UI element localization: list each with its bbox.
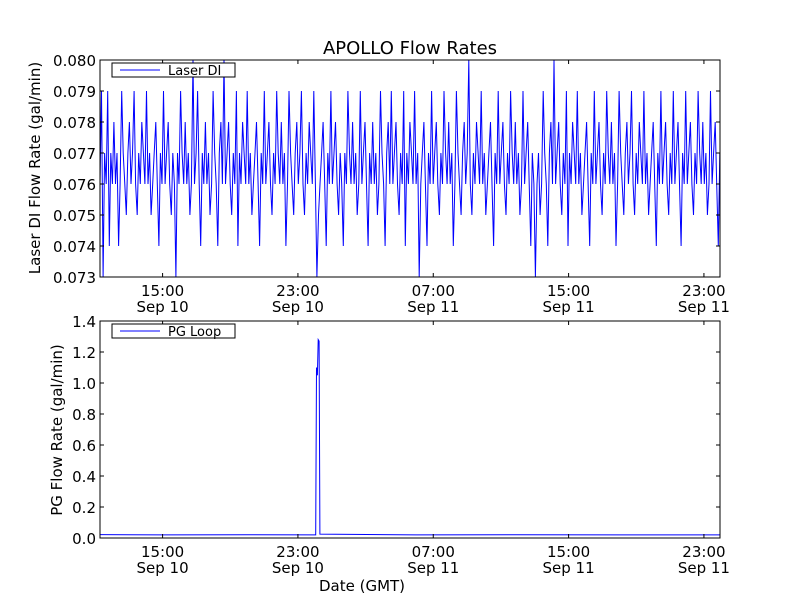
bottom-legend-box <box>111 323 236 339</box>
top-y-axis-label: Laser DI Flow Rate (gal/min) <box>26 62 44 274</box>
bottom-y-tick-label: 0.6 <box>72 437 96 455</box>
top-y-tick-label: 0.075 <box>53 207 96 225</box>
bottom-legend: PG Loop <box>111 323 236 340</box>
bottom-y-axis-label: PG Flow Rate (gal/min) <box>48 344 66 516</box>
top-y-tick-label: 0.073 <box>53 269 96 287</box>
top-x-tick-label-date: Sep 11 <box>543 298 595 316</box>
bottom-x-tick-label-time: 15:00 <box>141 543 184 561</box>
top-x-tick-label-time: 23:00 <box>682 282 725 300</box>
top-legend: Laser DI <box>111 62 236 79</box>
bottom-y-tick-label: 0.4 <box>72 468 96 486</box>
top-y-tick-label: 0.080 <box>53 52 96 70</box>
x-axis-label: Date (GMT) <box>319 577 405 595</box>
bottom-y-tick-label: 1.4 <box>72 313 96 331</box>
bottom-x-tick-label-time: 23:00 <box>276 543 319 561</box>
bottom-x-tick-label-date: Sep 11 <box>678 559 730 577</box>
bottom-x-tick-label-time: 15:00 <box>547 543 590 561</box>
bottom-y-tick-label: 1.0 <box>72 375 96 393</box>
bottom-series-line <box>100 337 720 536</box>
bottom-y-tick-label: 0.8 <box>72 406 96 424</box>
top-x-tick-label-date: Sep 11 <box>678 298 730 316</box>
bottom-y-tick-label: 0.2 <box>72 499 96 517</box>
top-x-tick-label-date: Sep 10 <box>272 298 324 316</box>
top-y-tick-label: 0.078 <box>53 114 96 132</box>
top-x-tick-label-time: 15:00 <box>547 282 590 300</box>
chart-title: APOLLO Flow Rates <box>323 38 497 59</box>
bottom-y-tick-label: 1.2 <box>72 344 96 362</box>
bottom-x-tick-label-time: 07:00 <box>412 543 455 561</box>
bottom-x-tick-label-date: Sep 10 <box>137 559 189 577</box>
bottom-x-tick-label-date: Sep 11 <box>543 559 595 577</box>
bottom-x-tick-label-time: 23:00 <box>682 543 725 561</box>
top-legend-label: Laser DI <box>168 64 221 79</box>
bottom-legend-label: PG Loop <box>168 325 221 340</box>
bottom-axes-frame <box>99 320 721 539</box>
top-y-tick-label: 0.074 <box>53 238 96 256</box>
top-y-tick-label: 0.076 <box>53 176 96 194</box>
top-x-tick-label-date: Sep 11 <box>407 298 459 316</box>
top-axes-frame <box>99 59 721 278</box>
bottom-x-tick-label-date: Sep 10 <box>272 559 324 577</box>
top-x-tick-label-time: 23:00 <box>276 282 319 300</box>
top-legend-box <box>111 62 236 78</box>
top-y-tick-label: 0.079 <box>53 83 96 101</box>
top-x-tick-label-date: Sep 10 <box>137 298 189 316</box>
bottom-x-tick-label-date: Sep 11 <box>407 559 459 577</box>
bottom-y-tick-label: 0.0 <box>72 530 96 548</box>
top-x-tick-label-time: 15:00 <box>141 282 184 300</box>
top-series-line <box>100 60 720 277</box>
top-y-tick-label: 0.077 <box>53 145 96 163</box>
top-x-tick-label-time: 07:00 <box>412 282 455 300</box>
